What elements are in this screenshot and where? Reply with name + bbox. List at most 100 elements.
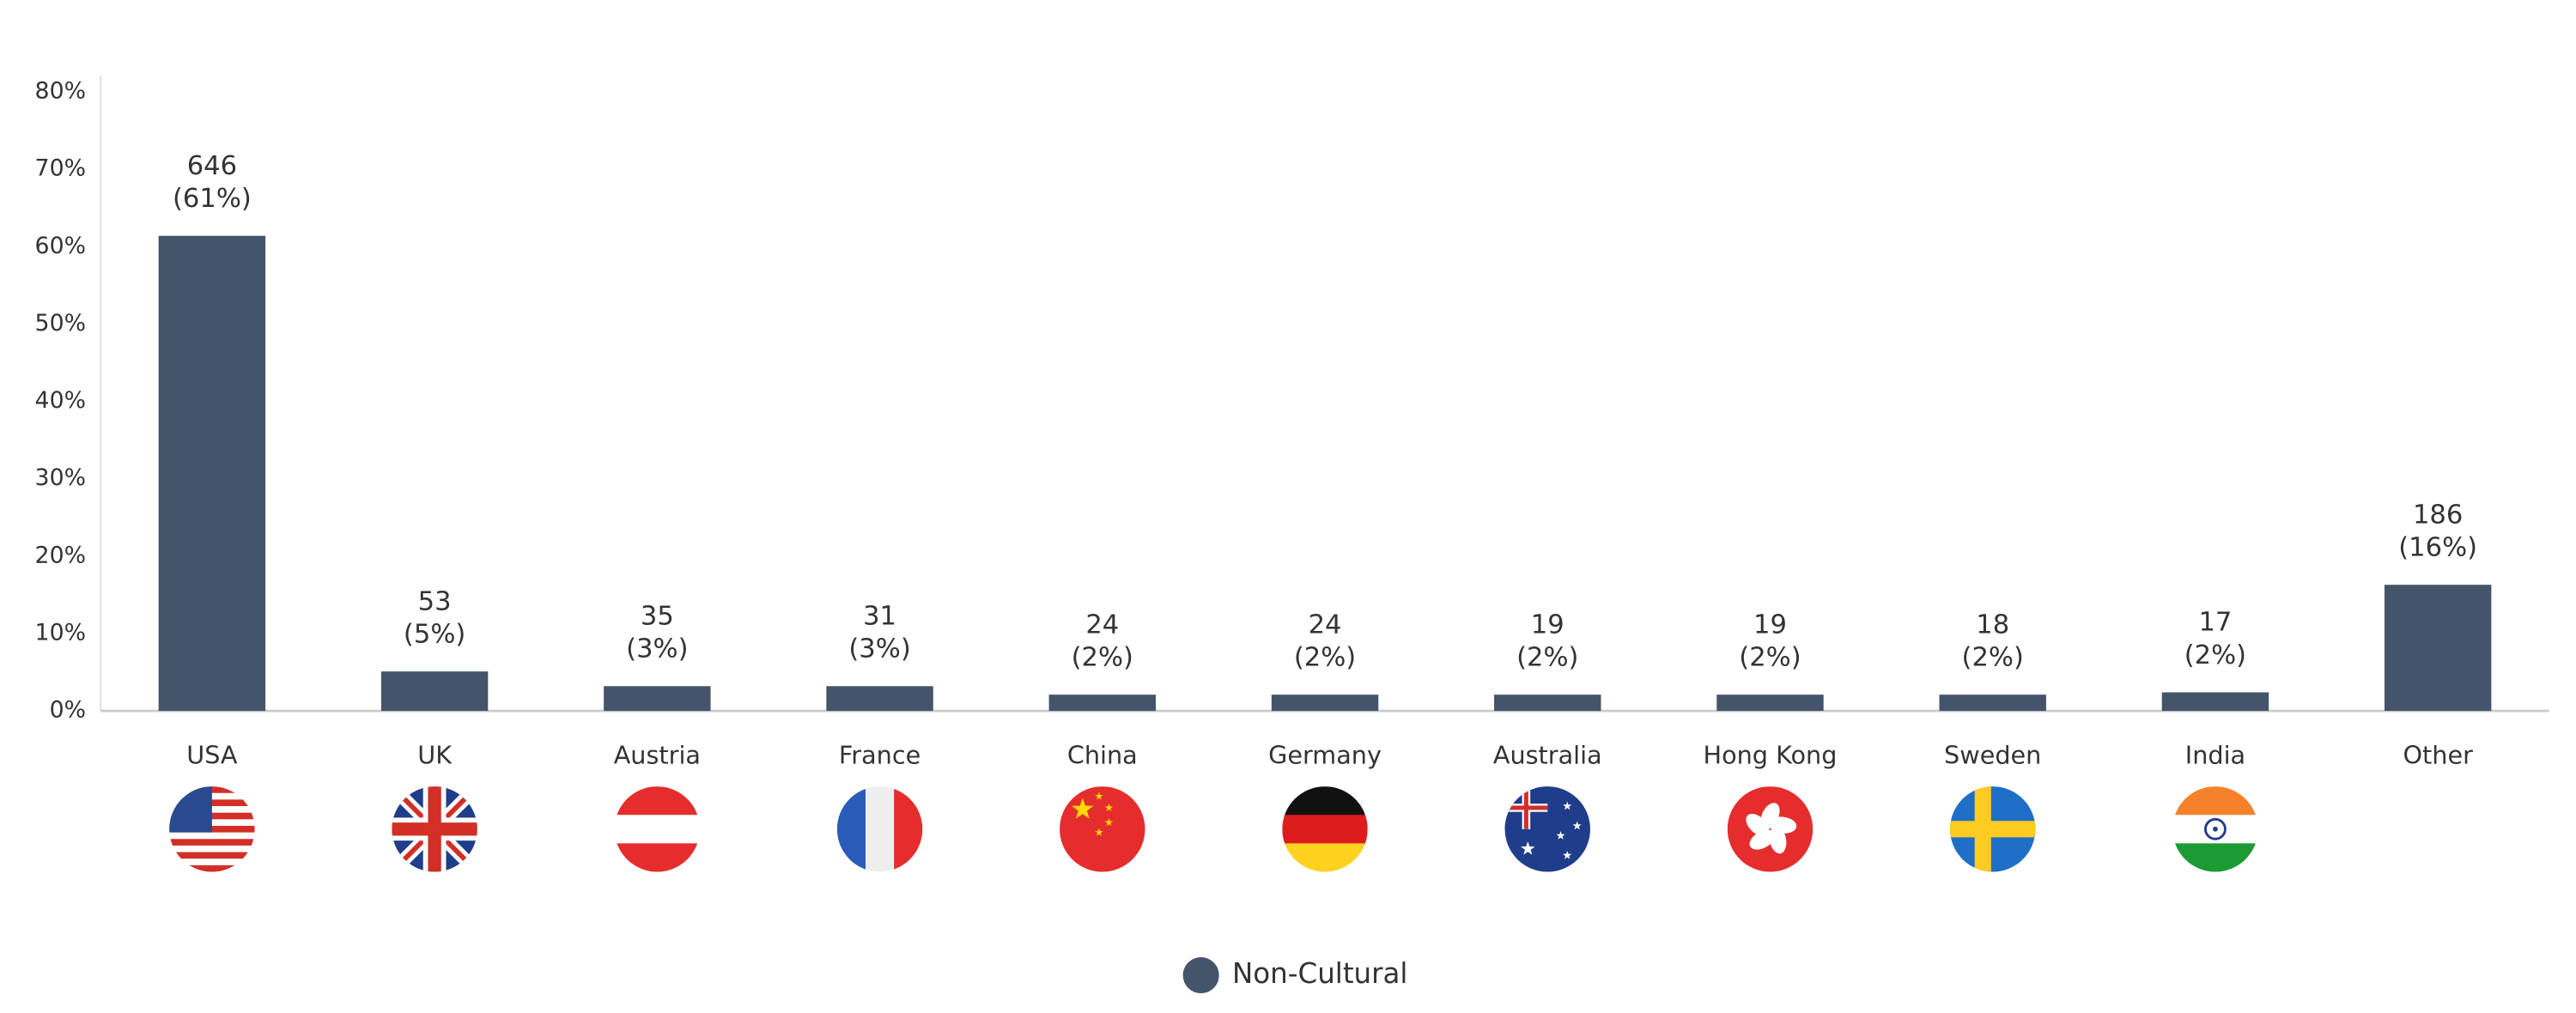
flag-star xyxy=(1104,818,1114,827)
bar xyxy=(2384,585,2492,712)
count-label: 24 xyxy=(1309,610,1342,640)
flag-star xyxy=(1104,803,1114,811)
value-label: (3%) xyxy=(848,634,910,664)
flag-cross xyxy=(428,786,441,872)
flag-star xyxy=(1563,801,1572,810)
flag-stripe xyxy=(169,864,255,872)
value-label: (5%) xyxy=(404,620,465,650)
count-label: 53 xyxy=(418,586,452,616)
flag-band xyxy=(1282,843,1368,872)
y-tick-label: 30% xyxy=(35,464,86,491)
flag-bg xyxy=(1060,786,1145,872)
count-label: 24 xyxy=(1085,610,1119,640)
bar xyxy=(158,235,266,712)
flag-bg xyxy=(1727,786,1814,872)
flag-icon xyxy=(392,786,477,872)
value-label: (61%) xyxy=(173,184,252,214)
flag-icon xyxy=(169,786,255,872)
flag-band xyxy=(866,786,895,872)
y-tick-label: 50% xyxy=(35,310,86,337)
flag-band xyxy=(2172,786,2258,816)
flag-star xyxy=(1563,851,1572,859)
flag-stripe xyxy=(169,832,255,840)
flag-icon xyxy=(836,786,923,872)
flag-icon xyxy=(1060,786,1145,872)
flag-cross xyxy=(1974,786,1991,872)
x-tick-label: India xyxy=(2185,741,2245,770)
flag-canton xyxy=(169,786,212,833)
flag-stripe xyxy=(169,845,255,853)
flag-petal xyxy=(1746,813,1770,837)
flag-petal xyxy=(1749,829,1776,850)
x-tick-label: Hong Kong xyxy=(1704,741,1838,770)
y-tick-label: 10% xyxy=(35,619,86,646)
bar xyxy=(604,686,711,712)
bar xyxy=(826,686,933,712)
flag-star xyxy=(1572,821,1582,830)
flag-band xyxy=(894,786,923,872)
value-label: (2%) xyxy=(1739,643,1801,673)
x-tick-label: UK xyxy=(417,741,453,770)
x-tick-label: Other xyxy=(2403,741,2473,770)
x-tick-label: France xyxy=(839,741,920,770)
count-label: 186 xyxy=(2413,500,2463,530)
flag-star xyxy=(1556,831,1565,840)
value-label: (3%) xyxy=(626,634,688,664)
flag-band xyxy=(614,786,701,816)
flag-band xyxy=(1282,786,1368,816)
flag-icon xyxy=(1504,786,1590,872)
count-label: 35 xyxy=(641,601,674,631)
flag-star xyxy=(1521,841,1535,855)
y-tick-label: 20% xyxy=(35,542,86,568)
flag-icon xyxy=(2172,786,2258,872)
legend-marker xyxy=(1182,956,1219,994)
bar xyxy=(1716,695,1824,712)
value-label: (2%) xyxy=(1962,643,2024,673)
bar xyxy=(380,671,489,712)
flag-chakra xyxy=(2213,826,2218,832)
x-tick-label: Sweden xyxy=(1944,741,2041,770)
bar xyxy=(2161,692,2269,712)
flag-cross xyxy=(1949,821,2036,838)
flag-band xyxy=(614,815,701,844)
bar xyxy=(1271,695,1379,712)
x-tick-label: Austria xyxy=(614,741,701,770)
flag-star xyxy=(1095,828,1103,836)
value-label: (2%) xyxy=(2184,640,2246,670)
flag-stripe xyxy=(169,858,255,866)
flag-stripe xyxy=(169,852,255,859)
count-label: 19 xyxy=(1753,610,1787,640)
flag-icon xyxy=(614,786,701,872)
y-tick-label: 0% xyxy=(50,697,86,724)
y-tick-label: 80% xyxy=(35,78,86,105)
count-label: 31 xyxy=(863,601,896,631)
value-label: (2%) xyxy=(1294,643,1356,673)
y-tick-label: 60% xyxy=(35,233,86,259)
y-tick-label: 70% xyxy=(35,155,86,182)
x-tick-label: Germany xyxy=(1268,741,1382,770)
y-tick-label: 40% xyxy=(35,387,86,414)
count-label: 18 xyxy=(1976,610,2009,640)
flag-icon xyxy=(1727,786,1814,872)
bar xyxy=(1048,695,1157,712)
flag-star xyxy=(1095,792,1103,800)
x-tick-label: China xyxy=(1067,741,1138,770)
x-tick-label: Australia xyxy=(1493,741,1602,770)
flag-star xyxy=(1072,798,1094,819)
flag-icon xyxy=(1282,786,1368,872)
value-label: (2%) xyxy=(1516,643,1578,673)
value-label: (16%) xyxy=(2398,533,2477,563)
flag-cross xyxy=(1523,786,1528,829)
flag-icon xyxy=(1949,786,2036,872)
flag-chakra xyxy=(2204,817,2227,840)
flag-band xyxy=(614,843,701,872)
flag-band xyxy=(2172,843,2258,872)
flag-band xyxy=(836,786,866,872)
bar xyxy=(1494,695,1601,712)
count-label: 17 xyxy=(2198,608,2232,638)
count-label: 646 xyxy=(187,151,237,181)
count-label: 19 xyxy=(1531,610,1564,640)
flag-band xyxy=(1282,815,1368,844)
bar xyxy=(1939,695,2046,712)
